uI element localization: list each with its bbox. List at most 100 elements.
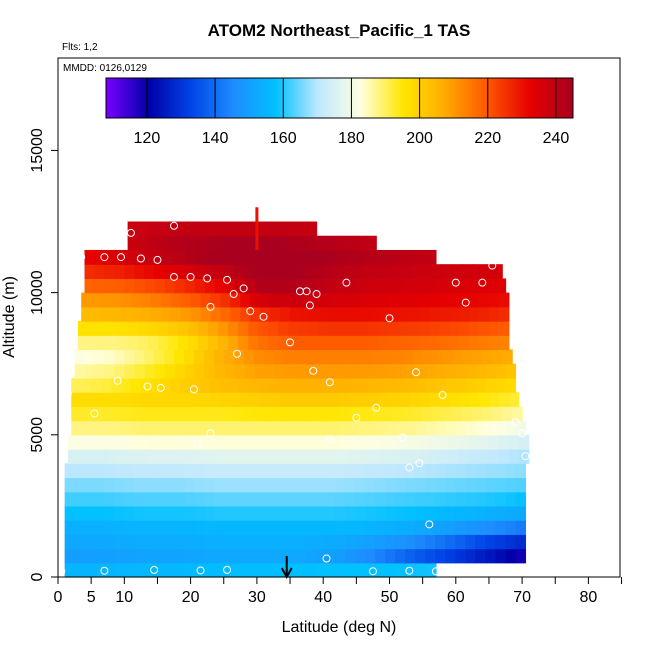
sample-point <box>451 278 460 287</box>
heatmap-cell <box>214 491 226 507</box>
heatmap-cell <box>465 463 476 479</box>
heatmap-cells <box>64 221 530 578</box>
heatmap-cell <box>245 249 256 265</box>
heatmap-cell <box>184 491 196 507</box>
sample-point <box>203 274 212 283</box>
heatmap-cell <box>357 377 368 393</box>
heatmap-cell <box>428 321 440 336</box>
heatmap-cell <box>198 449 209 464</box>
heatmap-cell <box>305 463 316 479</box>
heatmap-cell <box>169 420 181 436</box>
heatmap-cell <box>280 306 291 322</box>
heatmap-cell <box>375 562 387 578</box>
heatmap-cell <box>379 392 391 407</box>
heatmap-cell <box>442 349 454 365</box>
heatmap-cell <box>465 363 476 379</box>
heatmap-cell <box>91 406 102 422</box>
heatmap-cell <box>355 249 367 265</box>
heatmap-cell <box>183 264 195 279</box>
heatmap-cell <box>290 292 301 308</box>
heatmap-cell <box>345 520 356 535</box>
heatmap-cell <box>224 463 236 479</box>
heatmap-cell <box>358 335 370 351</box>
heatmap-cell <box>319 292 331 308</box>
heatmap-cell <box>432 264 444 279</box>
heatmap-cell <box>245 562 256 578</box>
heatmap-cell <box>224 548 236 564</box>
heatmap-cell <box>435 491 446 507</box>
heatmap-cell <box>114 520 126 535</box>
heatmap-cell <box>94 505 106 521</box>
heatmap-cell <box>415 491 426 507</box>
heatmap-cell <box>365 505 376 521</box>
heatmap-cell <box>104 534 116 550</box>
heatmap-cell <box>174 349 185 365</box>
heatmap-cell <box>438 335 450 351</box>
heatmap-cell <box>377 377 388 393</box>
heatmap-cell <box>498 335 510 351</box>
heatmap-cell <box>431 406 443 422</box>
heatmap-cell <box>482 264 493 279</box>
heatmap-cell <box>239 377 250 393</box>
heatmap-cell <box>321 406 333 422</box>
heatmap-cell <box>134 548 146 564</box>
heatmap-cell <box>168 335 179 351</box>
sample-point <box>322 554 331 563</box>
heatmap-cell <box>246 235 258 251</box>
heatmap-cell <box>225 249 236 265</box>
heatmap-cell <box>359 292 371 308</box>
heatmap-cell <box>137 235 149 251</box>
heatmap-cell <box>164 349 175 365</box>
heatmap-cell <box>118 449 129 464</box>
heatmap-cell <box>488 434 500 450</box>
heatmap-cell <box>211 406 223 422</box>
heatmap-cell <box>268 321 279 336</box>
sample-point <box>405 566 414 575</box>
heatmap-cell <box>475 548 486 564</box>
heatmap-cell <box>87 449 99 464</box>
heatmap-cell <box>428 434 440 450</box>
heatmap-cell <box>291 406 303 422</box>
heatmap-cell <box>409 292 420 308</box>
heatmap-cell <box>338 434 350 450</box>
heatmap-cell <box>285 477 296 493</box>
heatmap-cell <box>475 463 486 479</box>
heatmap-cell <box>395 505 406 521</box>
heatmap-cell <box>388 449 400 464</box>
heatmap-cell <box>204 249 216 265</box>
heatmap-cell <box>174 534 186 550</box>
heatmap-cell <box>365 477 376 493</box>
heatmap-cell <box>114 278 126 294</box>
heatmap-cell <box>253 349 265 365</box>
heatmap-cell <box>426 420 438 436</box>
heatmap-cell <box>204 278 216 294</box>
heatmap-cell <box>160 306 172 322</box>
heatmap-cell <box>359 306 371 322</box>
heatmap-cell <box>375 534 386 550</box>
heatmap-cell <box>328 335 340 351</box>
heatmap-cell <box>515 534 527 550</box>
heatmap-cell <box>435 363 446 379</box>
heatmap-cell <box>456 420 467 436</box>
heatmap-cell <box>375 363 386 379</box>
heatmap-cell <box>158 321 169 336</box>
heatmap-cell <box>144 264 155 279</box>
heatmap-cell <box>508 392 520 407</box>
heatmap-cell <box>358 449 370 464</box>
heatmap-cell <box>170 392 182 407</box>
heatmap-cell <box>237 221 248 237</box>
heatmap-cell <box>256 221 268 237</box>
heatmap-cell <box>255 562 266 578</box>
heatmap-cell <box>485 534 496 550</box>
heatmap-cell <box>231 406 243 422</box>
heatmap-cell <box>319 306 331 322</box>
arrow-head <box>280 567 293 580</box>
heatmap-cell <box>385 491 396 507</box>
heatmap-cell <box>274 505 286 521</box>
heatmap-cell <box>278 335 289 351</box>
heatmap-cell <box>305 534 316 550</box>
heatmap-cell <box>472 406 483 422</box>
heatmap-cell <box>455 548 466 564</box>
heatmap-cell <box>223 349 235 365</box>
heatmap-cell <box>218 449 229 464</box>
